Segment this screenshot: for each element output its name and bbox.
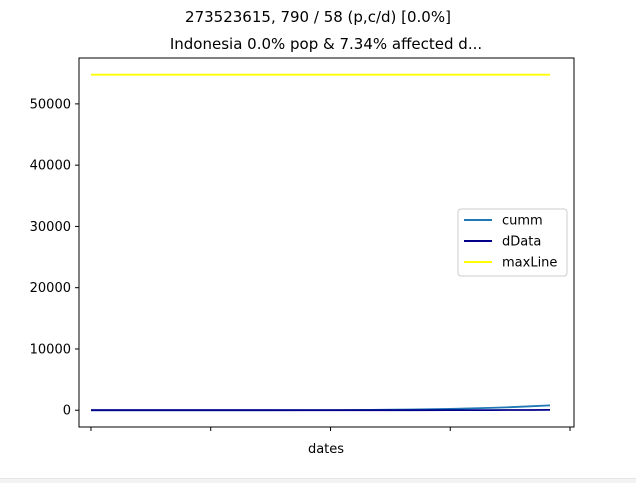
y-tick-label: 0 bbox=[63, 404, 71, 419]
legend-label-cumm: cumm bbox=[502, 214, 543, 229]
x-axis-label: dates bbox=[308, 442, 344, 457]
y-tick-label: 10000 bbox=[30, 342, 71, 357]
y-tick-label: 50000 bbox=[30, 97, 71, 112]
x-axis-ticks bbox=[91, 427, 570, 431]
legend: cumm dData maxLine bbox=[458, 209, 567, 276]
y-tick-label: 20000 bbox=[30, 281, 71, 296]
y-tick-label: 30000 bbox=[30, 220, 71, 235]
chart-suptitle: 273523615, 790 / 58 (p,c/d) [0.0%] bbox=[185, 8, 451, 26]
legend-label-dData: dData bbox=[502, 235, 541, 250]
chart-title: Indonesia 0.0% pop & 7.34% affected d... bbox=[170, 35, 482, 53]
window-bottom-edge bbox=[0, 478, 636, 483]
legend-label-maxLine: maxLine bbox=[502, 256, 557, 271]
y-axis-ticks: 0 10000 20000 30000 40000 50000 bbox=[30, 97, 79, 418]
y-tick-label: 40000 bbox=[30, 159, 71, 174]
